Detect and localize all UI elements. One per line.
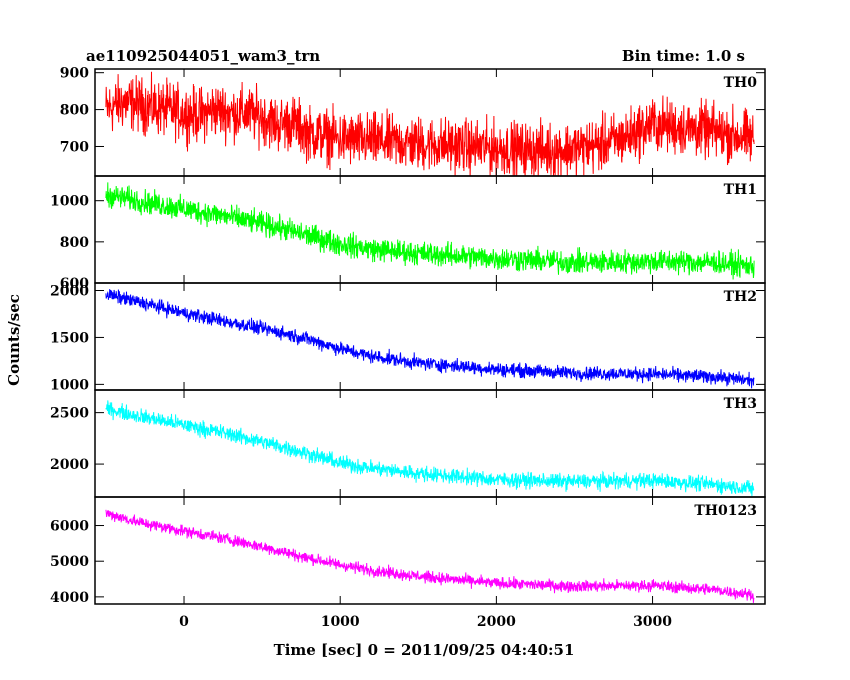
panel-frame bbox=[94, 175, 766, 284]
series-line-th0123 bbox=[105, 509, 755, 604]
panel-th0: 700 800 900 TH0 bbox=[60, 66, 766, 177]
y-tick-label: 6000 bbox=[50, 519, 89, 535]
series-line-th2 bbox=[105, 289, 755, 389]
y-tick-label: 1000 bbox=[50, 194, 89, 210]
series-line-th1 bbox=[105, 182, 755, 280]
panel-th2: 1000 1500 2000 TH2 bbox=[50, 282, 766, 393]
panel-label: TH3 bbox=[724, 396, 757, 412]
y-tick-label: 2000 bbox=[50, 457, 89, 473]
x-tick-label: 0 bbox=[179, 614, 189, 630]
series-line-th0 bbox=[105, 71, 755, 176]
panels: 700 800 900 TH0 600 800 1000 TH1 1000 1500 2000 TH2… bbox=[50, 66, 766, 630]
y-tick-label: 600 bbox=[60, 276, 89, 292]
panel-th0123: 4000 5000 6000 TH0123 bbox=[50, 496, 766, 606]
x-axis-title: Time [sec] 0 = 2011/09/25 04:40:51 bbox=[274, 641, 575, 659]
panel-frame bbox=[94, 496, 766, 605]
series-line-th3 bbox=[105, 400, 755, 497]
y-tick-label: 2000 bbox=[50, 284, 89, 300]
panel-label: TH2 bbox=[724, 289, 757, 305]
y-tick-label: 800 bbox=[60, 103, 89, 119]
y-tick-label: 4000 bbox=[50, 590, 89, 606]
x-tick-label: 3000 bbox=[633, 614, 672, 630]
x-tick-label: 1000 bbox=[321, 614, 360, 630]
x-tick-label: 2000 bbox=[477, 614, 516, 630]
y-tick-label: 900 bbox=[60, 66, 89, 82]
panel-label: TH0 bbox=[724, 75, 758, 91]
y-tick-label: 1500 bbox=[50, 330, 89, 346]
y-tick-label: 5000 bbox=[50, 554, 89, 570]
y-tick-label: 2500 bbox=[50, 406, 89, 422]
panel-th3: 2000 2500 TH3 bbox=[50, 389, 766, 498]
bin-time-label: Bin time: 1.0 s bbox=[622, 47, 745, 65]
y-tick-label: 1000 bbox=[50, 377, 89, 393]
y-axis-title: Counts/sec bbox=[5, 294, 23, 386]
panel-label: TH0123 bbox=[694, 503, 757, 519]
panel-label: TH1 bbox=[724, 182, 757, 198]
panel-th1: 600 800 1000 TH1 bbox=[50, 175, 766, 292]
y-tick-label: 700 bbox=[60, 139, 89, 155]
y-tick-label: 800 bbox=[60, 235, 89, 251]
chart-title: ae110925044051_wam3_trn bbox=[86, 47, 320, 65]
